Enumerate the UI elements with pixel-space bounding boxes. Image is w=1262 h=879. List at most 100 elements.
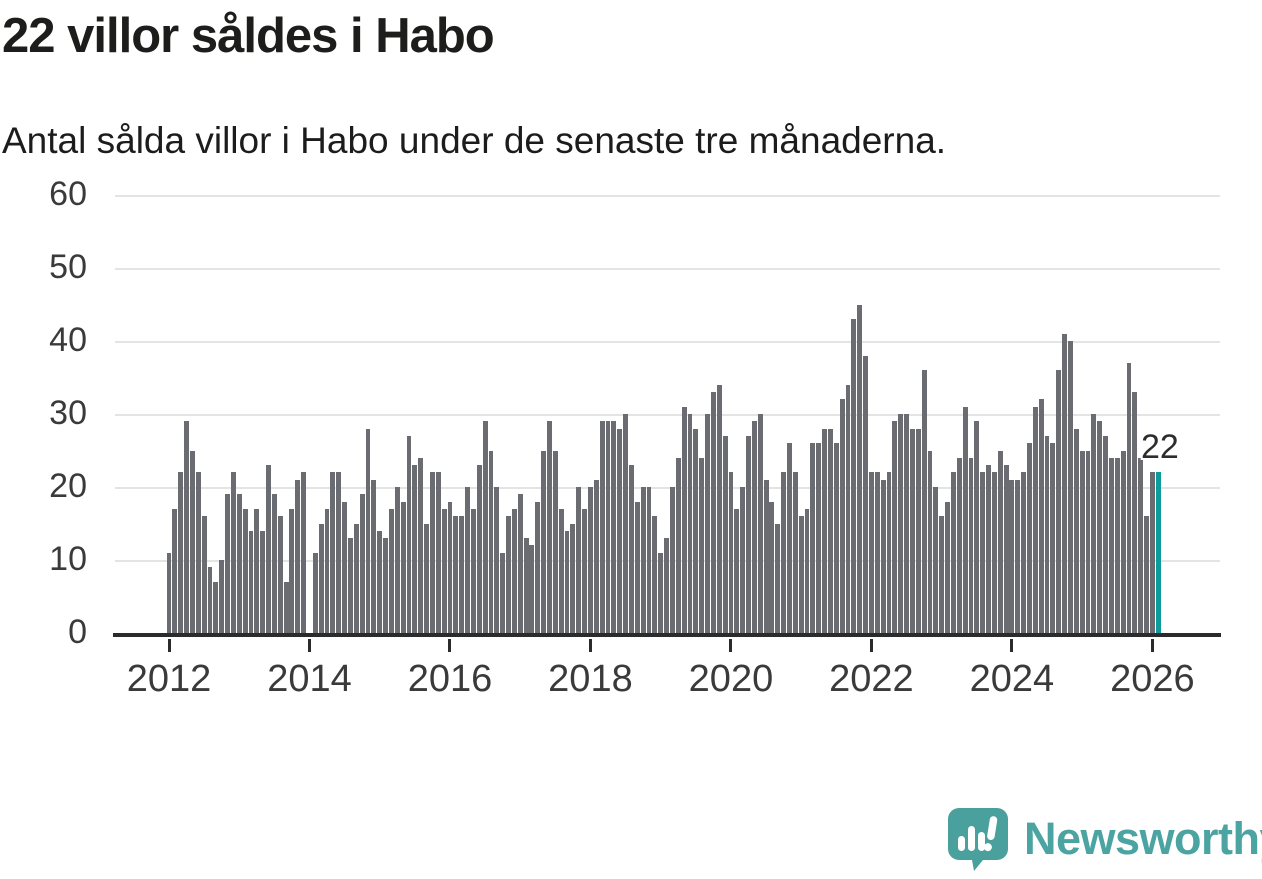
bar bbox=[658, 552, 664, 633]
bar bbox=[500, 552, 506, 633]
bar bbox=[804, 508, 810, 633]
bar bbox=[359, 494, 365, 633]
bar bbox=[986, 465, 991, 633]
bar bbox=[734, 508, 740, 633]
bar bbox=[482, 421, 488, 633]
y-axis-tick-label: 20 bbox=[49, 467, 87, 505]
bar bbox=[880, 479, 886, 633]
bar bbox=[945, 501, 950, 633]
bar bbox=[1138, 457, 1144, 633]
bar bbox=[868, 472, 874, 633]
bar bbox=[1079, 450, 1085, 633]
bar bbox=[699, 457, 705, 633]
bar bbox=[178, 472, 184, 633]
bar bbox=[968, 457, 974, 633]
bar bbox=[406, 435, 412, 633]
bar bbox=[1149, 472, 1155, 633]
bar bbox=[915, 428, 921, 633]
bar bbox=[669, 487, 675, 633]
bar bbox=[1015, 479, 1021, 633]
bar bbox=[898, 414, 904, 633]
bar bbox=[1003, 465, 1009, 633]
bar bbox=[453, 516, 459, 633]
x-axis-tick bbox=[729, 639, 733, 652]
bar bbox=[336, 472, 342, 633]
bar bbox=[166, 552, 172, 633]
bar bbox=[646, 487, 652, 633]
bar bbox=[751, 421, 757, 633]
bar bbox=[365, 428, 371, 633]
bar bbox=[570, 523, 576, 633]
bar bbox=[318, 523, 324, 633]
bar bbox=[394, 487, 400, 633]
bar bbox=[552, 450, 558, 633]
bar bbox=[271, 494, 277, 633]
x-axis-tick-label: 2024 bbox=[969, 658, 1055, 700]
y-axis-tick-label: 60 bbox=[49, 175, 87, 213]
bar bbox=[710, 392, 716, 633]
bar bbox=[1103, 435, 1109, 633]
bar-chart-plot-area bbox=[115, 195, 1220, 635]
bar bbox=[225, 494, 230, 633]
bar bbox=[435, 472, 441, 633]
y-axis-tick-label: 30 bbox=[49, 394, 87, 432]
bar bbox=[213, 581, 219, 633]
bar bbox=[997, 450, 1003, 633]
bar bbox=[863, 355, 869, 633]
bar bbox=[956, 457, 962, 633]
bar bbox=[201, 516, 207, 633]
bar bbox=[664, 538, 669, 633]
bar bbox=[611, 421, 617, 633]
bar bbox=[1114, 457, 1120, 633]
x-axis-line bbox=[113, 633, 1221, 637]
bar bbox=[588, 487, 593, 633]
bar bbox=[675, 457, 681, 633]
bar bbox=[230, 472, 236, 633]
bar bbox=[705, 414, 710, 633]
bar bbox=[470, 508, 476, 633]
bar bbox=[529, 545, 535, 633]
bar bbox=[260, 530, 266, 633]
bar bbox=[1032, 406, 1038, 633]
bar bbox=[740, 487, 746, 633]
bar bbox=[1044, 435, 1050, 633]
bar bbox=[517, 494, 523, 633]
bar bbox=[330, 472, 336, 633]
bar bbox=[716, 384, 722, 633]
bar bbox=[511, 508, 517, 633]
bar bbox=[623, 414, 629, 633]
bar bbox=[582, 508, 588, 633]
bar bbox=[593, 479, 599, 633]
bar bbox=[634, 501, 640, 633]
bar bbox=[781, 472, 787, 633]
bar bbox=[652, 516, 658, 633]
bar bbox=[1132, 392, 1138, 633]
bar bbox=[1108, 457, 1114, 633]
bar bbox=[465, 487, 470, 633]
bar bbox=[950, 472, 956, 633]
bar bbox=[172, 508, 178, 633]
x-axis-tick-label: 2018 bbox=[548, 658, 633, 700]
bar bbox=[1050, 443, 1056, 633]
bar bbox=[1073, 428, 1079, 633]
bar bbox=[775, 523, 781, 633]
gridline bbox=[115, 414, 1220, 416]
bar bbox=[1126, 362, 1132, 633]
bar bbox=[617, 428, 623, 633]
latest-value-label: 22 bbox=[1141, 428, 1179, 466]
bar bbox=[939, 516, 945, 633]
bar bbox=[266, 465, 271, 633]
bar bbox=[541, 450, 547, 633]
bar bbox=[845, 384, 851, 633]
bar bbox=[418, 457, 424, 633]
bar bbox=[277, 516, 283, 633]
bar bbox=[1027, 443, 1032, 633]
y-axis-tick-label: 50 bbox=[49, 248, 87, 286]
bar bbox=[289, 508, 295, 633]
x-axis-tick-label: 2026 bbox=[1110, 658, 1195, 700]
bar bbox=[184, 421, 189, 633]
bar bbox=[535, 501, 541, 633]
x-axis-tick-label: 2014 bbox=[267, 658, 352, 700]
bar bbox=[324, 508, 330, 633]
bar bbox=[219, 560, 225, 633]
